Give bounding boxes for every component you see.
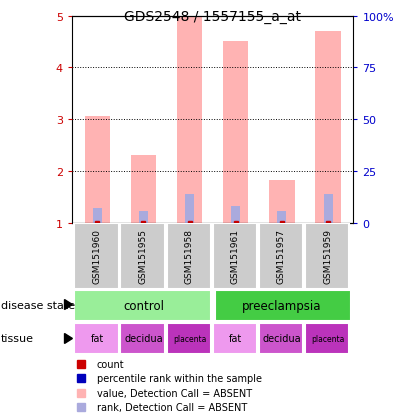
Text: GSM151959: GSM151959 — [323, 229, 332, 283]
Bar — [213, 223, 257, 289]
Text: rank, Detection Call = ABSENT: rank, Detection Call = ABSENT — [97, 402, 247, 413]
Bar — [323, 195, 332, 223]
Text: control: control — [123, 299, 164, 312]
Bar — [166, 323, 211, 354]
Bar — [93, 209, 102, 223]
Text: disease state: disease state — [1, 300, 75, 310]
Text: GSM151957: GSM151957 — [277, 229, 286, 283]
Bar — [120, 323, 165, 354]
Text: value, Detection Call = ABSENT: value, Detection Call = ABSENT — [97, 388, 252, 398]
Bar — [85, 117, 110, 223]
Bar — [231, 206, 240, 223]
Bar — [185, 195, 194, 223]
Polygon shape — [65, 300, 72, 310]
Bar — [305, 323, 349, 354]
Text: GSM151961: GSM151961 — [231, 229, 240, 283]
Text: tissue: tissue — [1, 334, 34, 344]
Bar — [74, 323, 118, 354]
Bar — [259, 323, 303, 354]
Text: percentile rank within the sample: percentile rank within the sample — [97, 373, 262, 383]
Bar — [120, 223, 165, 289]
Bar — [213, 323, 257, 354]
Bar — [74, 223, 118, 289]
Text: decidua: decidua — [124, 334, 163, 344]
Text: fat: fat — [91, 334, 104, 344]
Bar — [305, 223, 349, 289]
Text: preeclampsia: preeclampsia — [242, 299, 322, 312]
Text: GSM151960: GSM151960 — [92, 229, 102, 283]
Bar — [74, 290, 211, 321]
Text: decidua: decidua — [263, 334, 301, 344]
Bar — [166, 223, 211, 289]
Text: GDS2548 / 1557155_a_at: GDS2548 / 1557155_a_at — [124, 10, 301, 24]
Polygon shape — [65, 334, 72, 344]
Text: placenta: placenta — [312, 334, 345, 343]
Text: fat: fat — [229, 334, 242, 344]
Text: GSM151955: GSM151955 — [139, 229, 148, 283]
Bar — [131, 156, 156, 223]
Text: placenta: placenta — [173, 334, 206, 343]
Bar — [177, 17, 202, 223]
Bar — [215, 290, 351, 321]
Text: count: count — [97, 359, 125, 369]
Bar — [223, 43, 249, 223]
Bar — [315, 32, 341, 223]
Bar — [269, 181, 295, 223]
Bar — [259, 223, 303, 289]
Text: GSM151958: GSM151958 — [185, 229, 194, 283]
Bar — [139, 211, 148, 223]
Bar — [277, 211, 286, 223]
